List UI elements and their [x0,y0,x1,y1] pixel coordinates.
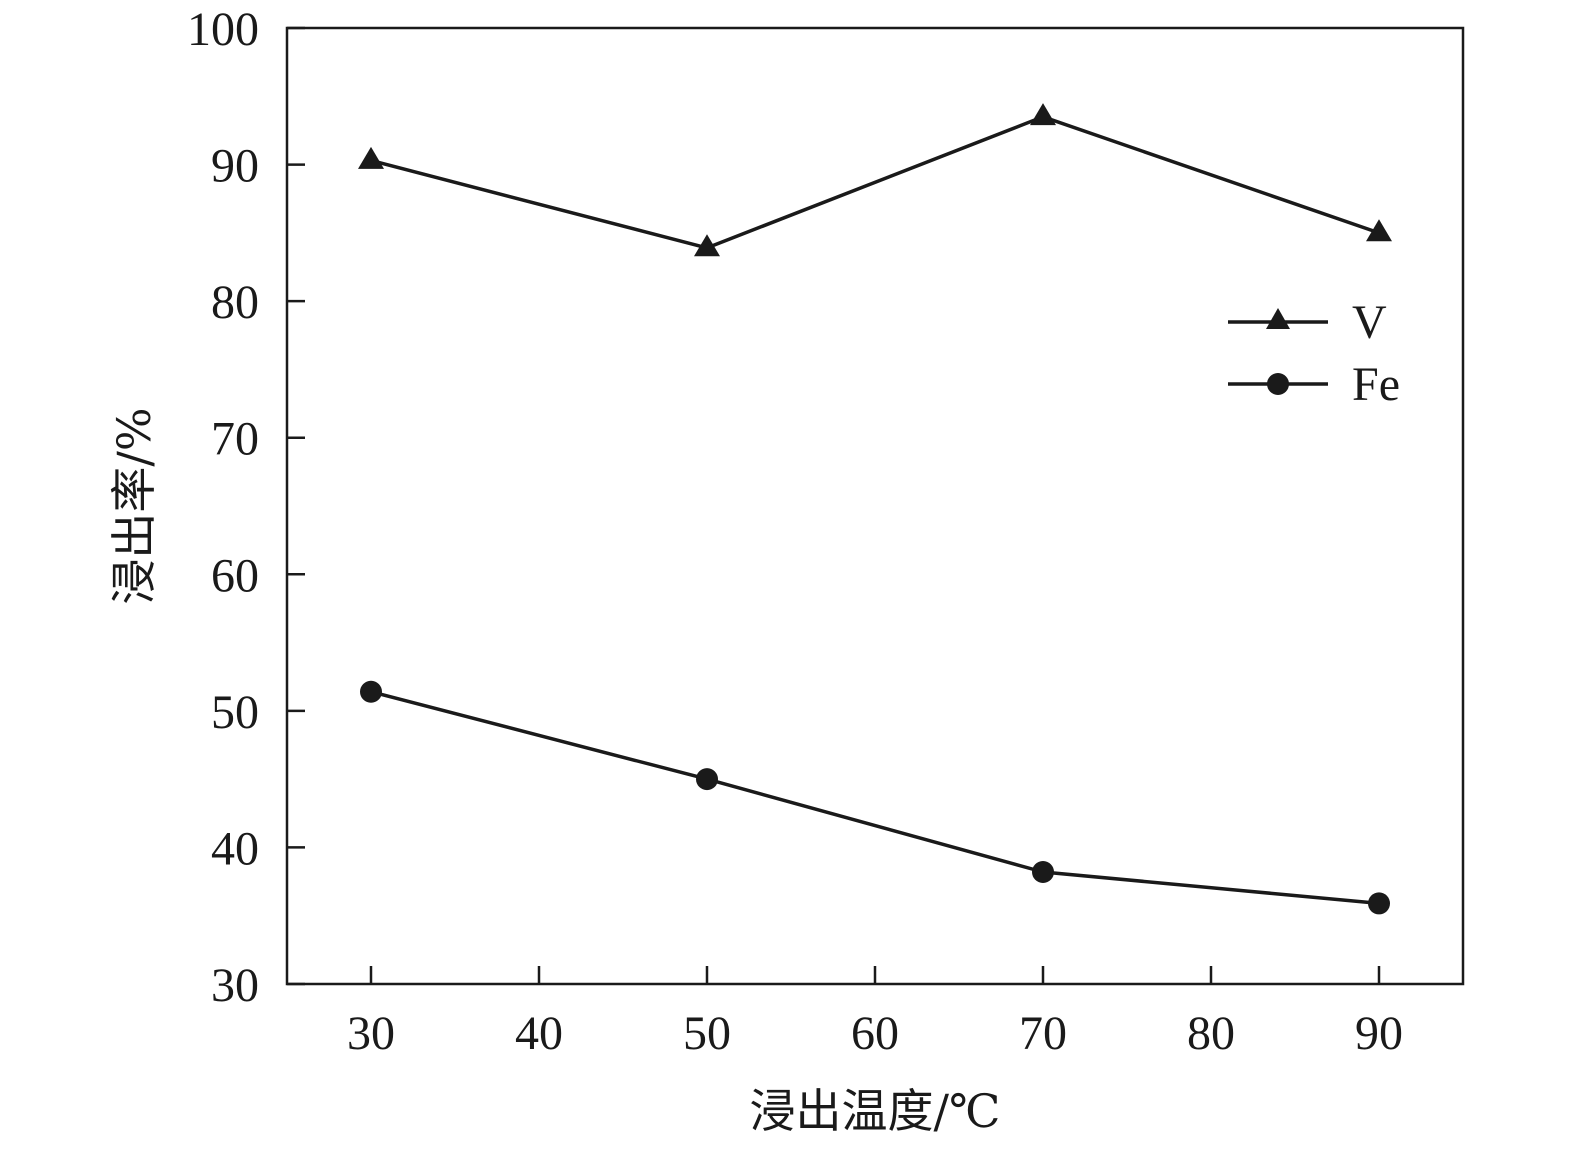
legend: V Fe [1228,296,1400,411]
data-point-v [358,146,384,169]
series-line-v [370,115,1380,250]
y-tick-label: 80 [211,276,259,329]
y-axis-ticks: 30 40 50 60 70 80 90 100 [187,3,305,1012]
x-tick-label: 60 [851,1007,899,1060]
legend-label-fe: Fe [1352,358,1400,411]
data-point-v [1366,219,1392,242]
x-tick-label: 80 [1187,1007,1235,1060]
x-tick-label: 90 [1355,1007,1403,1060]
data-point-fe [696,768,718,791]
y-tick-label: 30 [211,959,259,1012]
y-tick-label: 50 [211,686,259,739]
y-tick-label: 70 [211,413,259,466]
data-point-fe [1368,892,1390,915]
plot-frame [285,26,1465,986]
data-point-fe [360,680,382,703]
y-axis-title: 浸出率/% [107,407,161,604]
legend-fe-circle-marker [1267,373,1289,395]
data-point-v [1030,103,1056,126]
y-tick-label: 60 [211,549,259,602]
x-tick-label: 50 [683,1007,731,1060]
data-point-v [694,234,720,257]
series-layer [358,103,1392,915]
legend-v-triangle-marker [1266,308,1290,329]
y-tick-label: 90 [211,140,259,193]
x-tick-label: 70 [1019,1007,1067,1060]
series-line-fe [370,690,1380,906]
y-tick-label: 40 [211,822,259,875]
x-axis-ticks: 30 40 50 60 70 80 90 [347,966,1403,1060]
y-tick-label: 100 [187,3,259,56]
x-tick-label: 40 [515,1007,563,1060]
x-tick-label: 30 [347,1007,395,1060]
legend-item-v: V [1228,296,1387,349]
legend-item-fe: Fe [1228,358,1400,411]
x-axis-title: 浸出温度/℃ [750,1084,1001,1138]
data-point-fe [1032,861,1054,884]
legend-label-v: V [1352,296,1387,349]
